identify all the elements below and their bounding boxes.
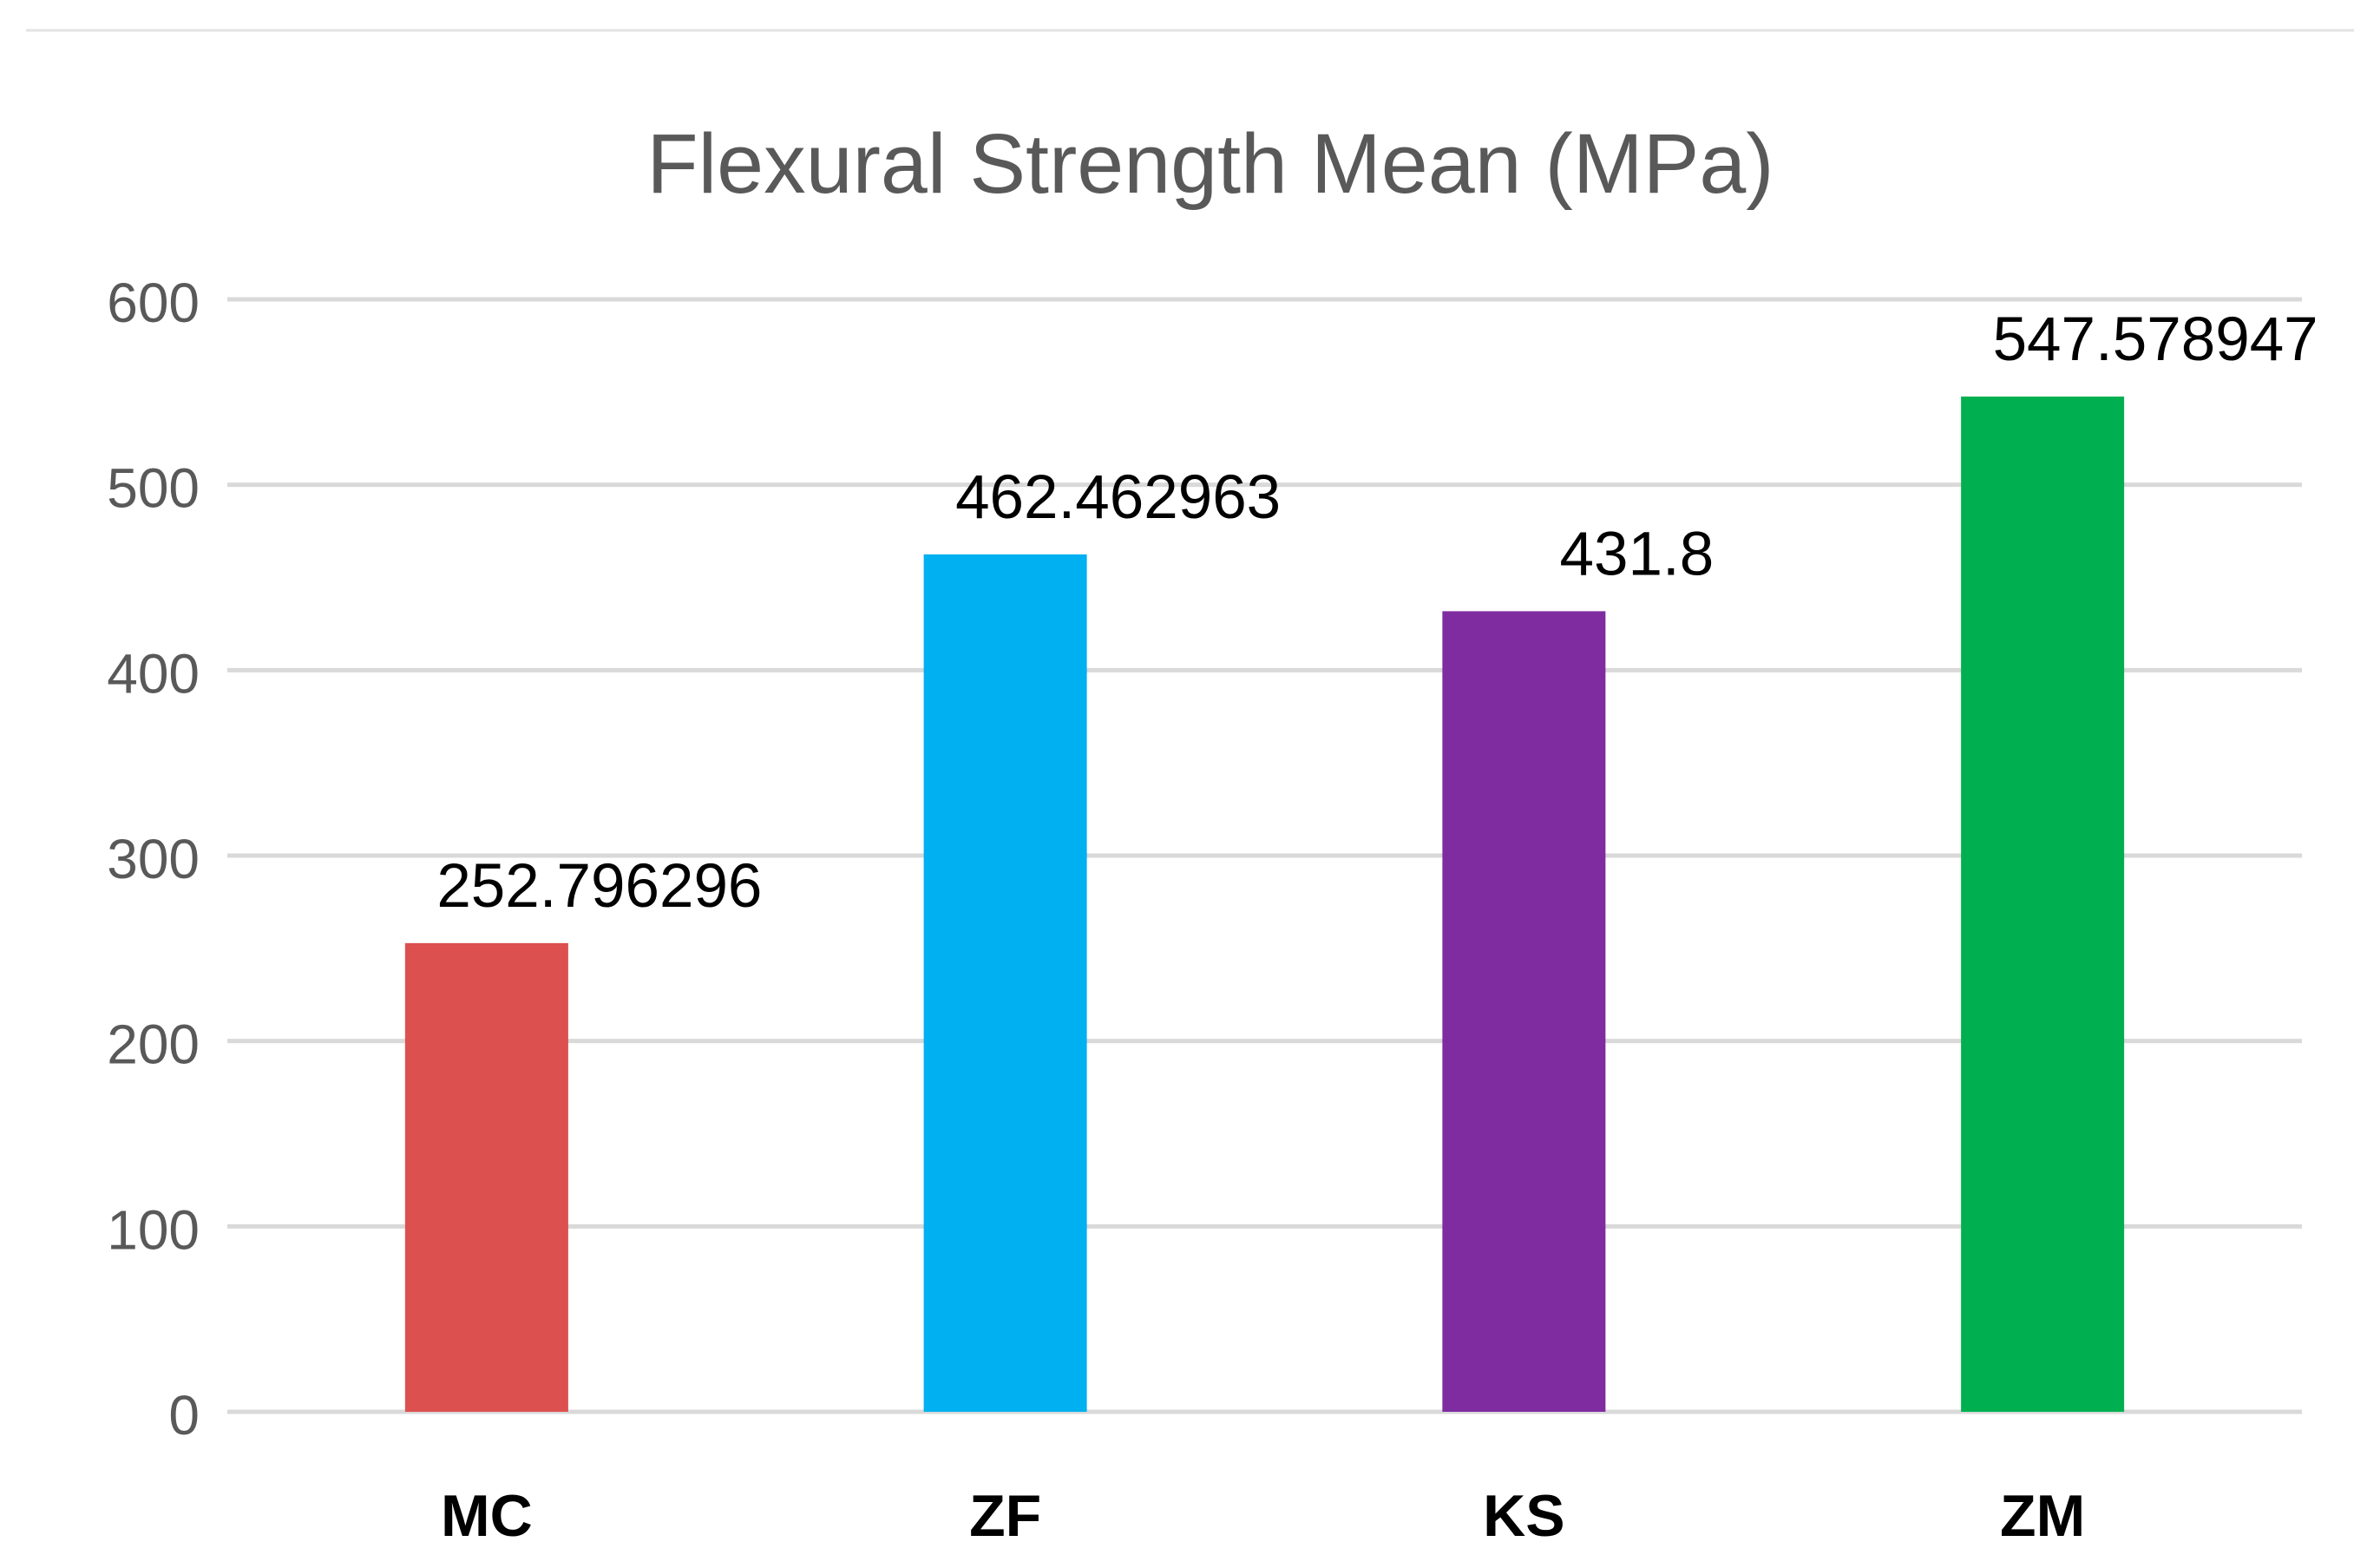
data-label-ks: 431.8 <box>1560 520 1715 588</box>
y-tick-label: 200 <box>107 1014 200 1076</box>
x-tick-label-zm: ZM <box>2000 1483 2085 1549</box>
x-tick-label-zf: ZF <box>969 1483 1041 1549</box>
bar-zm <box>1961 397 2125 1412</box>
data-label-zf: 462.462963 <box>955 463 1281 532</box>
data-label-zm: 547.578947 <box>1993 305 2318 374</box>
x-tick-label-mc: MC <box>441 1483 533 1549</box>
y-axis-ticks: 0 100 200 300 400 500 600 <box>107 272 200 1447</box>
x-axis-ticks: MC ZF KS ZM <box>441 1483 2085 1549</box>
y-tick-label: 300 <box>107 828 200 890</box>
data-labels: 252.796296 462.462963 431.8 547.578947 <box>436 305 2318 921</box>
x-tick-label-ks: KS <box>1483 1483 1564 1549</box>
y-tick-label: 400 <box>107 642 200 705</box>
chart-title: Flexural Strength Mean (MPa) <box>646 116 1774 211</box>
y-tick-label: 500 <box>107 457 200 520</box>
data-label-mc: 252.796296 <box>436 852 762 921</box>
bars <box>404 397 2125 1412</box>
y-tick-label: 100 <box>107 1198 200 1261</box>
bar-mc <box>404 942 568 1412</box>
bar-zf <box>923 554 1087 1412</box>
bar-ks <box>1442 611 1606 1412</box>
y-tick-label: 0 <box>168 1384 200 1447</box>
gridlines <box>227 297 2302 1414</box>
y-tick-label: 600 <box>107 272 200 334</box>
